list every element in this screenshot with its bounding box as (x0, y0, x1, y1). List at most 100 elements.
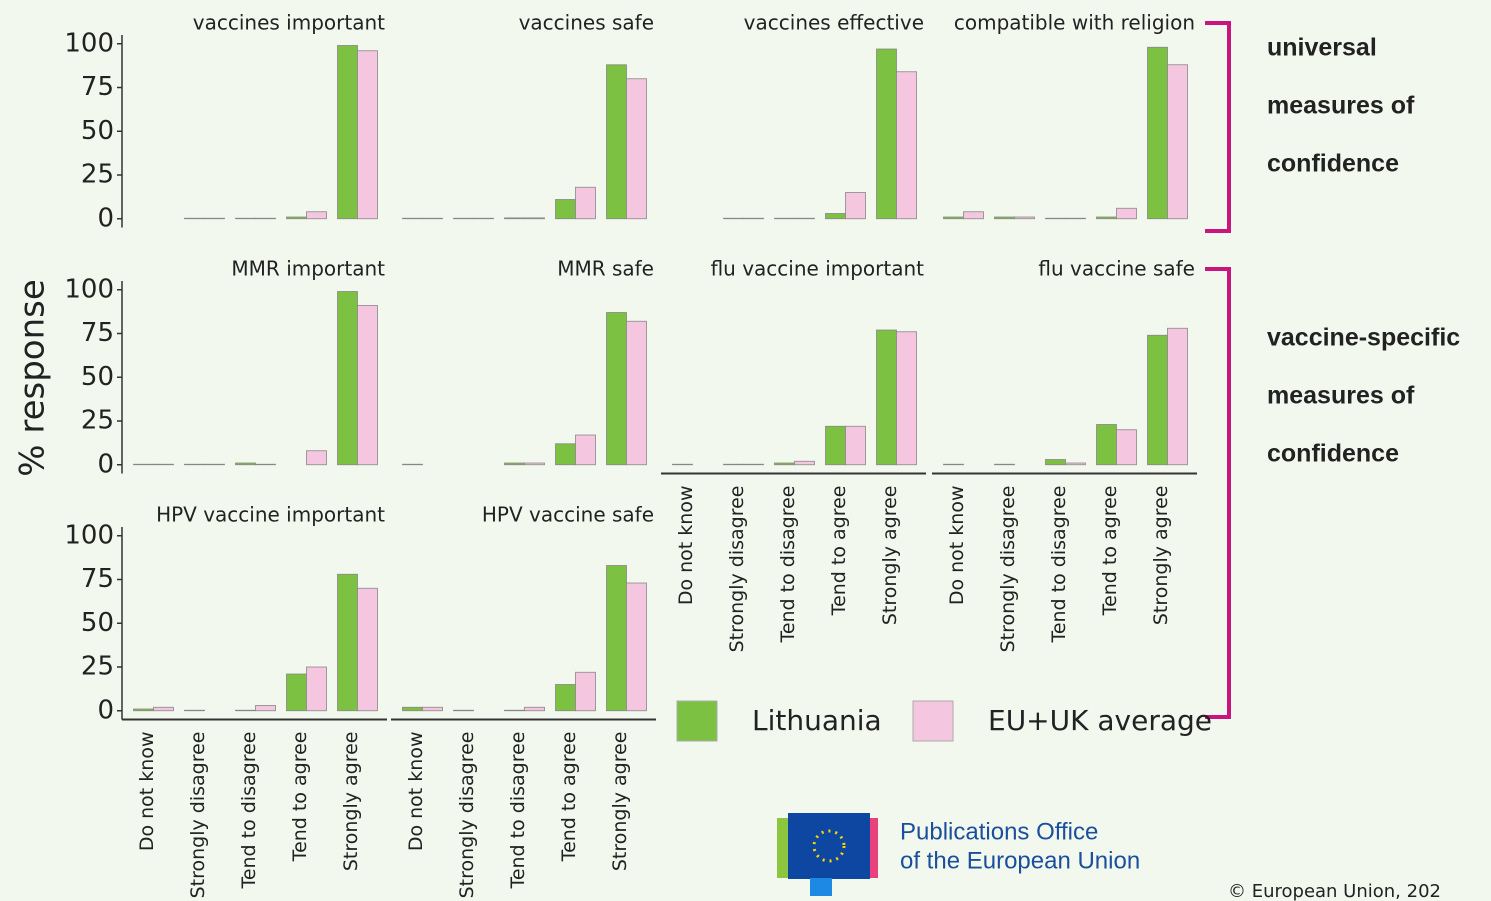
x-tick-label: Strongly disagree (726, 486, 748, 653)
x-tick-label: Do not know (405, 732, 427, 852)
bar (723, 463, 744, 466)
bar (1045, 217, 1066, 220)
bar (1014, 216, 1035, 220)
y-tick-label: 50 (81, 362, 114, 392)
bar (453, 709, 474, 712)
bar (794, 217, 815, 220)
bar (963, 211, 984, 220)
copyright: © European Union, 202 (1228, 881, 1441, 901)
bar (1147, 46, 1168, 220)
annotation: confidence (1267, 150, 1399, 178)
annotation: vaccine-specific (1267, 324, 1460, 352)
logo-stars (812, 829, 846, 863)
bar (524, 217, 545, 220)
bar (1116, 429, 1137, 466)
bar (575, 671, 596, 712)
y-tick-label: 0 (97, 695, 114, 725)
y-tick-label: 0 (97, 449, 114, 479)
bar (357, 305, 378, 466)
y-axis-label: % response (13, 279, 53, 477)
y-tick-label: 25 (81, 406, 114, 436)
bar (606, 312, 627, 466)
bar (504, 709, 525, 712)
bar (184, 709, 205, 712)
bar (422, 706, 443, 712)
bar (402, 706, 423, 712)
bar (943, 216, 964, 220)
logo-flag (788, 813, 870, 879)
bar (1096, 424, 1117, 466)
x-tick-label: Tend to disagree (238, 732, 260, 890)
legend-swatch (676, 700, 718, 742)
x-tick-label: Tend to agree (828, 486, 850, 617)
logo-text: of the European Union (900, 847, 1140, 874)
y-tick-label: 75 (81, 318, 114, 348)
bar (204, 463, 225, 466)
bar (743, 217, 764, 220)
bar (825, 213, 846, 220)
bar (555, 199, 576, 220)
bar (473, 217, 494, 220)
annotation: measures of (1267, 382, 1415, 410)
bar (723, 217, 744, 220)
bar (555, 684, 576, 712)
bar (876, 329, 897, 466)
y-tick-label: 25 (81, 160, 114, 190)
bar (896, 71, 917, 220)
bar (133, 463, 154, 466)
bar (774, 462, 795, 466)
y-tick-label: 100 (64, 274, 114, 304)
bar (286, 673, 307, 712)
x-tick-label: Tend to disagree (777, 486, 799, 644)
legend-swatch (912, 700, 954, 742)
panel-title: compatible with religion (954, 11, 1195, 35)
x-tick-label: Tend to disagree (507, 732, 529, 890)
bar (1167, 327, 1188, 466)
bar (255, 705, 276, 712)
bar (943, 463, 964, 466)
bar (626, 320, 647, 466)
panel-title: HPV vaccine safe (482, 503, 654, 527)
bar (255, 463, 276, 466)
bar (235, 462, 256, 466)
x-tick-label: Strongly disagree (456, 732, 478, 899)
bar (184, 217, 205, 220)
bar (306, 450, 327, 466)
logo-icon (777, 813, 878, 896)
panel-title: vaccines safe (519, 11, 654, 35)
bar (845, 425, 866, 466)
x-tick-label: Tend to disagree (1048, 486, 1070, 644)
bar (575, 186, 596, 220)
bar (845, 192, 866, 220)
y-tick-label: 75 (81, 72, 114, 102)
x-tick-label: Tend to agree (289, 732, 311, 863)
bar (422, 217, 443, 220)
x-tick-label: Tend to agree (1099, 486, 1121, 617)
y-tick-label: 50 (81, 116, 114, 146)
x-tick-label: Do not know (675, 486, 697, 606)
x-tick-label: Strongly disagree (997, 486, 1019, 653)
bar (524, 462, 545, 466)
bracket (1205, 267, 1231, 719)
logo-text: Publications Office (900, 818, 1098, 845)
bar (306, 211, 327, 220)
panel-title: vaccines effective (744, 11, 924, 35)
bar (402, 463, 423, 466)
x-tick-label: Strongly disagree (187, 732, 209, 899)
x-tick-label: Tend to agree (558, 732, 580, 863)
annotation: confidence (1267, 440, 1399, 468)
bar (1045, 459, 1066, 466)
bar (504, 462, 525, 466)
bar (1065, 462, 1086, 466)
x-tick-label: Do not know (946, 486, 968, 606)
bar (453, 217, 474, 220)
bar (153, 463, 174, 466)
x-tick-label: Strongly agree (1150, 486, 1172, 626)
bar (306, 666, 327, 712)
bar (994, 216, 1015, 220)
bar (153, 706, 174, 712)
x-tick-label: Do not know (136, 732, 158, 852)
bar (337, 573, 358, 712)
y-tick-label: 100 (64, 28, 114, 58)
